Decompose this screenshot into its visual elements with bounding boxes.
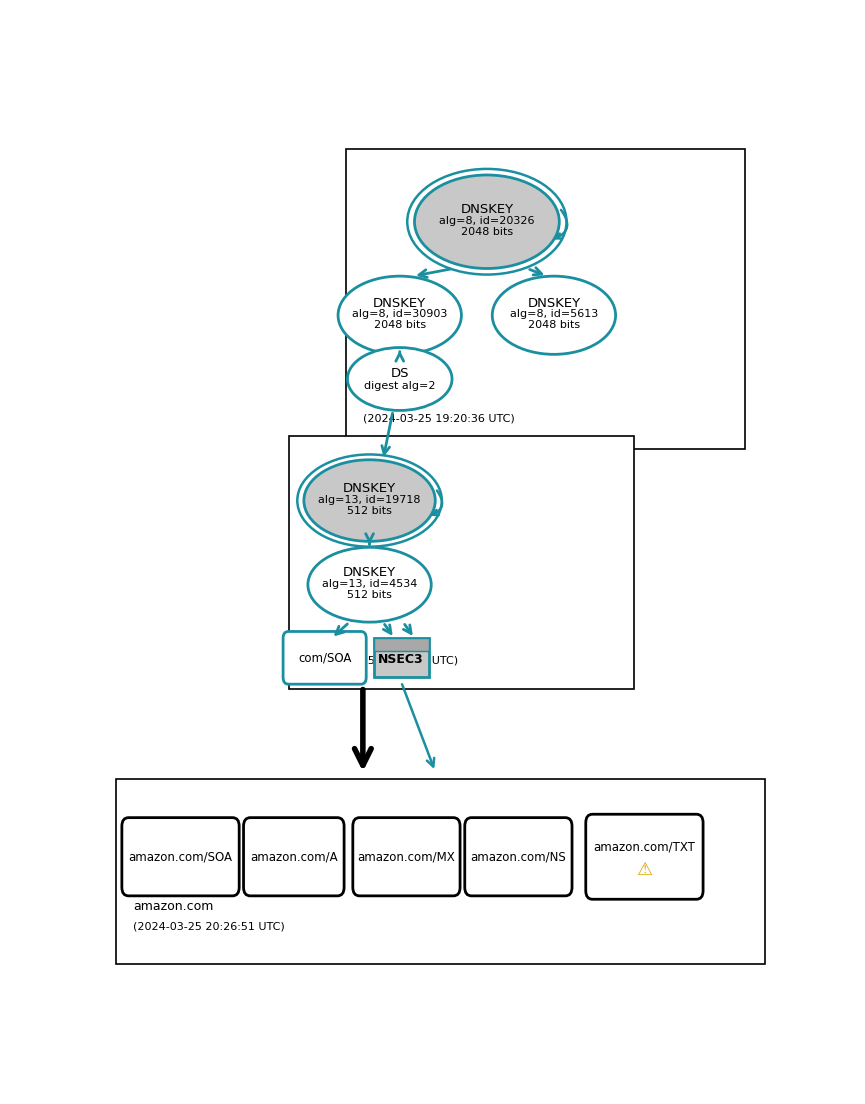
FancyBboxPatch shape bbox=[244, 818, 344, 895]
Text: DS: DS bbox=[390, 367, 409, 380]
Text: (2024-03-25 20:26:51 UTC): (2024-03-25 20:26:51 UTC) bbox=[133, 922, 285, 932]
Bar bbox=[374, 638, 428, 650]
Ellipse shape bbox=[338, 276, 461, 354]
Ellipse shape bbox=[304, 459, 435, 541]
Text: alg=13, id=19718: alg=13, id=19718 bbox=[318, 495, 420, 505]
Text: amazon.com/SOA: amazon.com/SOA bbox=[129, 850, 233, 863]
FancyBboxPatch shape bbox=[346, 149, 745, 448]
Text: alg=8, id=20326: alg=8, id=20326 bbox=[439, 216, 535, 226]
Text: amazon.com/NS: amazon.com/NS bbox=[471, 850, 567, 863]
Text: amazon.com/A: amazon.com/A bbox=[250, 850, 337, 863]
Text: DNSKEY: DNSKEY bbox=[528, 297, 580, 310]
FancyBboxPatch shape bbox=[353, 818, 460, 895]
Text: alg=8, id=30903: alg=8, id=30903 bbox=[352, 309, 447, 319]
Text: DNSKEY: DNSKEY bbox=[343, 566, 396, 580]
Text: com: com bbox=[306, 634, 333, 647]
Text: (2024-03-25 19:24:49 UTC): (2024-03-25 19:24:49 UTC) bbox=[306, 656, 458, 666]
Ellipse shape bbox=[308, 548, 432, 623]
Text: .: . bbox=[363, 389, 367, 402]
Text: amazon.com: amazon.com bbox=[133, 900, 214, 913]
FancyBboxPatch shape bbox=[465, 818, 572, 895]
FancyBboxPatch shape bbox=[283, 631, 366, 684]
Text: digest alg=2: digest alg=2 bbox=[364, 381, 435, 391]
Ellipse shape bbox=[492, 276, 616, 354]
Text: 512 bits: 512 bits bbox=[347, 506, 392, 516]
FancyBboxPatch shape bbox=[122, 818, 240, 895]
Bar bbox=[374, 638, 428, 678]
Ellipse shape bbox=[348, 348, 452, 411]
FancyBboxPatch shape bbox=[116, 778, 766, 964]
Text: DNSKEY: DNSKEY bbox=[460, 203, 514, 216]
Text: NSEC3: NSEC3 bbox=[378, 654, 424, 666]
Text: 512 bits: 512 bits bbox=[347, 590, 392, 599]
Text: alg=13, id=4534: alg=13, id=4534 bbox=[322, 578, 417, 588]
Text: 2048 bits: 2048 bits bbox=[374, 320, 426, 330]
FancyBboxPatch shape bbox=[289, 436, 634, 689]
Text: amazon.com/MX: amazon.com/MX bbox=[357, 850, 455, 863]
Text: alg=8, id=5613: alg=8, id=5613 bbox=[509, 309, 598, 319]
Text: DNSKEY: DNSKEY bbox=[373, 297, 426, 310]
Text: DNSKEY: DNSKEY bbox=[343, 482, 396, 496]
Ellipse shape bbox=[414, 174, 560, 268]
Text: amazon.com/TXT: amazon.com/TXT bbox=[593, 840, 695, 853]
Text: 2048 bits: 2048 bits bbox=[528, 320, 580, 330]
Text: 2048 bits: 2048 bits bbox=[461, 227, 513, 237]
FancyBboxPatch shape bbox=[586, 815, 703, 900]
Text: com/SOA: com/SOA bbox=[298, 651, 351, 665]
Text: ⚠: ⚠ bbox=[637, 861, 652, 880]
Text: (2024-03-25 19:20:36 UTC): (2024-03-25 19:20:36 UTC) bbox=[363, 413, 515, 423]
